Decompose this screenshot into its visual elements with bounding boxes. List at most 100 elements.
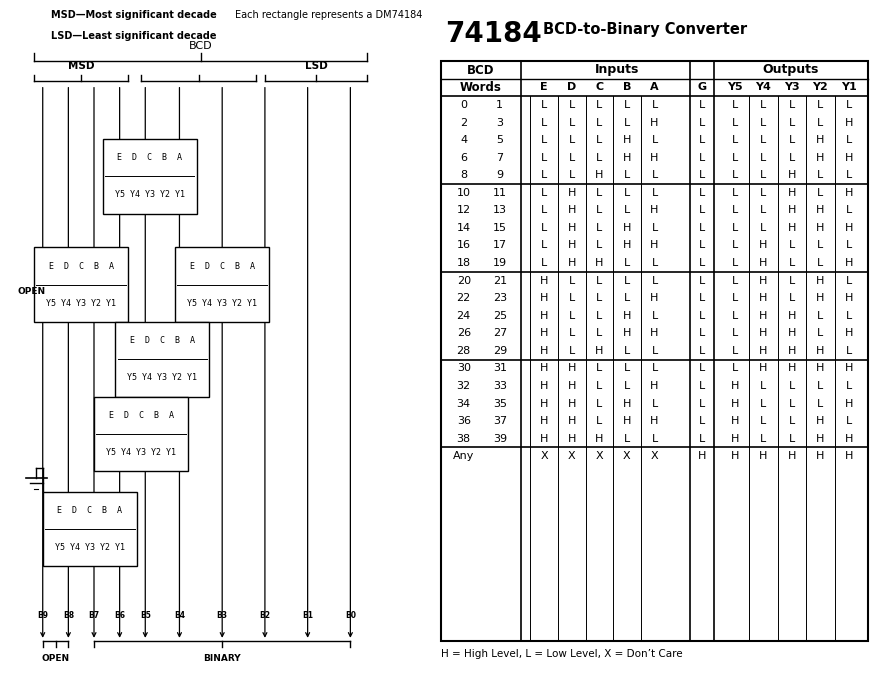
Text: L: L — [817, 258, 823, 268]
Text: L: L — [699, 135, 705, 145]
Text: H: H — [596, 258, 603, 268]
Text: 22: 22 — [457, 293, 471, 303]
Text: Any: Any — [453, 452, 474, 461]
Text: H: H — [816, 346, 825, 356]
Text: L: L — [732, 346, 739, 356]
Text: H: H — [568, 434, 576, 443]
Text: L: L — [623, 434, 630, 443]
Text: L: L — [699, 416, 705, 426]
Text: L: L — [623, 100, 630, 110]
Text: 7: 7 — [496, 153, 503, 163]
Text: H: H — [623, 153, 631, 163]
Text: BINARY: BINARY — [203, 654, 241, 663]
Text: Y5 Y4 Y3 Y2 Y1: Y5 Y4 Y3 Y2 Y1 — [46, 299, 116, 308]
Text: X: X — [651, 452, 658, 461]
Text: L: L — [789, 416, 795, 426]
Text: L: L — [789, 399, 795, 409]
Text: H: H — [760, 328, 767, 338]
Text: H: H — [845, 328, 853, 338]
Text: B0: B0 — [344, 612, 356, 620]
Text: L: L — [699, 363, 705, 374]
Text: L: L — [732, 258, 739, 268]
Text: L: L — [569, 275, 575, 285]
Text: L: L — [789, 434, 795, 443]
Text: H: H — [816, 363, 825, 374]
Text: L: L — [651, 223, 657, 233]
Text: Y5 Y4 Y3 Y2 Y1: Y5 Y4 Y3 Y2 Y1 — [187, 299, 257, 308]
Text: 11: 11 — [493, 188, 507, 198]
Text: H: H — [568, 381, 576, 391]
Bar — [94, 397, 188, 471]
Text: H: H — [731, 399, 739, 409]
Text: H: H — [760, 275, 767, 285]
Text: 29: 29 — [493, 346, 507, 356]
Text: Y5 Y4 Y3 Y2 Y1: Y5 Y4 Y3 Y2 Y1 — [106, 448, 176, 457]
Text: L: L — [732, 275, 739, 285]
Text: B9: B9 — [37, 612, 48, 620]
Text: L: L — [846, 205, 852, 216]
Text: 24: 24 — [457, 311, 471, 321]
Text: H: H — [568, 416, 576, 426]
Text: H: H — [540, 293, 548, 303]
Text: B4: B4 — [174, 612, 185, 620]
Text: L: L — [651, 275, 657, 285]
Text: L: L — [817, 188, 823, 198]
Text: 32: 32 — [457, 381, 471, 391]
Text: L: L — [596, 188, 603, 198]
Text: L: L — [699, 328, 705, 338]
Text: 19: 19 — [493, 258, 507, 268]
Text: L: L — [732, 188, 739, 198]
Text: Y5: Y5 — [727, 82, 743, 92]
Text: 39: 39 — [493, 434, 507, 443]
Text: 33: 33 — [493, 381, 507, 391]
Text: H: H — [731, 381, 739, 391]
Text: H: H — [568, 363, 576, 374]
Text: B1: B1 — [302, 612, 313, 620]
Text: 6: 6 — [460, 153, 467, 163]
Text: H: H — [760, 311, 767, 321]
Text: E  D  C  B  A: E D C B A — [49, 262, 113, 271]
Text: L: L — [817, 328, 823, 338]
Text: L: L — [789, 135, 795, 145]
Text: H: H — [568, 188, 576, 198]
Text: L: L — [789, 100, 795, 110]
Text: L: L — [789, 153, 795, 163]
Text: L: L — [846, 135, 852, 145]
Text: 4: 4 — [460, 135, 467, 145]
Text: H: H — [816, 416, 825, 426]
Text: L: L — [651, 100, 657, 110]
Text: B8: B8 — [63, 612, 74, 620]
Text: L: L — [569, 311, 575, 321]
Text: H: H — [816, 223, 825, 233]
Text: 3: 3 — [496, 117, 503, 127]
Text: 18: 18 — [457, 258, 471, 268]
Text: H: H — [651, 293, 658, 303]
Text: L: L — [732, 363, 739, 374]
Text: OPEN: OPEN — [42, 654, 70, 663]
Text: L: L — [699, 346, 705, 356]
Text: L: L — [699, 223, 705, 233]
Text: L: L — [760, 153, 766, 163]
Text: L: L — [596, 135, 603, 145]
Bar — [175, 247, 269, 322]
Text: 16: 16 — [457, 241, 471, 250]
Text: H: H — [845, 363, 853, 374]
Text: L: L — [846, 346, 852, 356]
Text: B3: B3 — [216, 612, 228, 620]
Text: H: H — [787, 170, 796, 180]
Text: 74184: 74184 — [445, 20, 542, 48]
Text: 1: 1 — [496, 100, 503, 110]
Text: Outputs: Outputs — [763, 63, 819, 77]
Text: H: H — [651, 241, 658, 250]
Text: L: L — [542, 223, 548, 233]
Text: H: H — [731, 416, 739, 426]
Text: B6: B6 — [114, 612, 126, 620]
Text: L: L — [699, 434, 705, 443]
Text: L: L — [596, 205, 603, 216]
Text: 20: 20 — [457, 275, 471, 285]
Text: L: L — [789, 117, 795, 127]
Text: H: H — [816, 275, 825, 285]
Text: L: L — [732, 293, 739, 303]
Text: 0: 0 — [460, 100, 467, 110]
Text: L: L — [817, 117, 823, 127]
